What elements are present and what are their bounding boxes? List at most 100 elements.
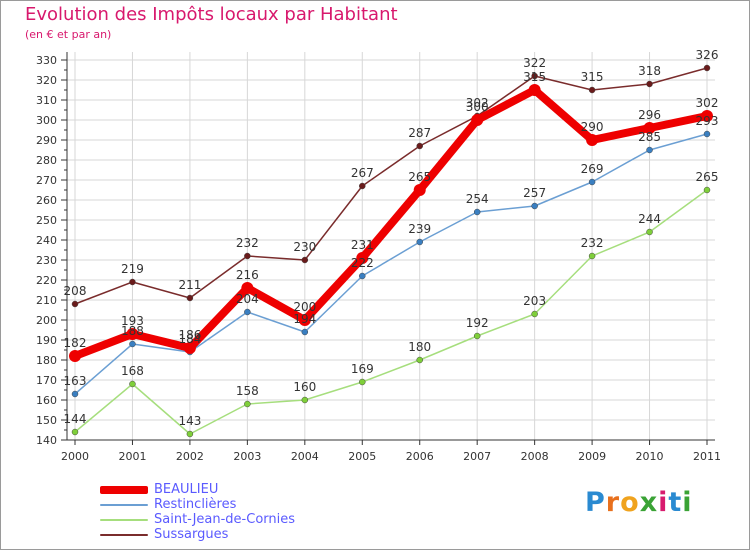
data-point-restinclieres — [703, 130, 711, 138]
data-label-beaulieu: 302 — [696, 96, 719, 110]
data-label-restinclieres: 293 — [696, 114, 719, 128]
y-tick-label: 290 — [36, 134, 57, 147]
y-tick-label: 190 — [36, 334, 57, 347]
x-tick-label: 2001 — [118, 450, 146, 463]
data-point-restinclieres — [129, 340, 136, 348]
legend-swatch-restinclieres — [100, 503, 148, 506]
data-point-beaulieu — [241, 282, 254, 294]
data-label-restinclieres: 285 — [638, 130, 661, 144]
data-label-restinclieres: 163 — [64, 374, 87, 388]
data-point-beaulieu — [586, 134, 599, 146]
proxiti-logo: Proxiti — [585, 487, 693, 518]
x-tick-label: 2010 — [636, 450, 664, 463]
y-tick-label: 170 — [36, 374, 57, 387]
data-label-saint-jean-de-cornies: 144 — [64, 412, 87, 426]
data-label-restinclieres: 254 — [466, 192, 489, 206]
data-label-sussargues: 208 — [64, 284, 87, 298]
logo-letter: o — [620, 487, 640, 518]
legend-item-beaulieu: BEAULIEU — [100, 482, 295, 497]
data-label-beaulieu: 300 — [466, 100, 489, 114]
y-tick-label: 230 — [36, 254, 57, 267]
x-tick-label: 2009 — [578, 450, 606, 463]
logo-letter: i — [682, 487, 693, 518]
y-tick-label: 220 — [36, 274, 57, 287]
data-point-sussargues — [186, 294, 194, 302]
data-label-sussargues: 326 — [696, 48, 719, 62]
logo-letter: P — [585, 487, 606, 518]
data-point-saint-jean-de-cornies — [531, 310, 538, 318]
data-label-saint-jean-de-cornies: 192 — [466, 316, 489, 330]
data-point-beaulieu — [183, 342, 196, 354]
data-label-restinclieres: 204 — [236, 292, 259, 306]
data-label-beaulieu: 296 — [638, 108, 661, 122]
data-point-restinclieres — [588, 178, 596, 186]
data-point-saint-jean-de-cornies — [129, 380, 136, 388]
y-tick-label: 210 — [36, 294, 57, 307]
chart-title: Evolution des Impôts locaux par Habitant — [25, 4, 398, 25]
data-label-sussargues: 232 — [236, 236, 259, 250]
logo-letter: x — [639, 487, 659, 518]
legend-label-saint-jean-de-cornies: Saint-Jean-de-Cornies — [154, 511, 296, 527]
data-point-beaulieu — [471, 114, 484, 126]
data-label-saint-jean-de-cornies: 180 — [408, 340, 431, 354]
plot-area — [67, 52, 715, 440]
x-tick-label: 2006 — [406, 450, 434, 463]
data-label-restinclieres: 269 — [581, 162, 604, 176]
y-tick-label: 140 — [36, 434, 57, 447]
y-tick-label: 250 — [36, 214, 57, 227]
series-line-sussargues — [74, 67, 708, 305]
legend-item-saint-jean-de-cornies: Saint-Jean-de-Cornies — [100, 512, 295, 527]
data-point-sussargues — [129, 278, 136, 286]
x-tick-label: 2005 — [348, 450, 376, 463]
data-point-restinclieres — [71, 390, 79, 398]
data-label-beaulieu: 186 — [178, 328, 201, 342]
y-tick-label: 270 — [36, 174, 57, 187]
data-point-restinclieres — [473, 208, 481, 216]
data-label-sussargues: 219 — [121, 262, 144, 276]
data-point-saint-jean-de-cornies — [186, 430, 194, 438]
data-label-restinclieres: 257 — [523, 186, 546, 200]
data-point-saint-jean-de-cornies — [588, 252, 596, 260]
x-tick-label: 2007 — [463, 450, 491, 463]
data-point-restinclieres — [301, 328, 309, 336]
data-label-sussargues: 211 — [178, 278, 201, 292]
legend-swatch-sussargues — [100, 533, 148, 536]
data-label-beaulieu: 200 — [293, 300, 316, 314]
y-tick-label: 310 — [36, 94, 57, 107]
legend-label-restinclieres: Restinclières — [154, 496, 237, 512]
data-point-sussargues — [244, 252, 251, 260]
legend-label-beaulieu: BEAULIEU — [154, 481, 219, 497]
data-label-saint-jean-de-cornies: 265 — [696, 170, 719, 184]
data-point-sussargues — [71, 300, 79, 308]
data-point-sussargues — [416, 142, 423, 150]
data-point-beaulieu — [413, 184, 426, 196]
data-point-beaulieu — [69, 350, 81, 362]
x-tick-label: 2000 — [61, 450, 89, 463]
data-label-restinclieres: 188 — [121, 324, 144, 338]
x-tick-label: 2008 — [521, 450, 549, 463]
y-tick-label: 180 — [36, 354, 57, 367]
data-point-saint-jean-de-cornies — [244, 400, 251, 408]
x-tick-label: 2003 — [233, 450, 261, 463]
data-label-beaulieu: 231 — [351, 238, 374, 252]
data-point-saint-jean-de-cornies — [301, 396, 309, 404]
data-point-saint-jean-de-cornies — [703, 186, 711, 194]
data-label-beaulieu: 315 — [523, 70, 546, 84]
data-point-sussargues — [703, 64, 711, 72]
data-point-sussargues — [646, 80, 653, 88]
data-label-saint-jean-de-cornies: 169 — [351, 362, 374, 376]
data-point-saint-jean-de-cornies — [473, 332, 481, 340]
legend-item-sussargues: Sussargues — [100, 527, 295, 542]
data-point-beaulieu — [643, 122, 656, 134]
chart-subtitle: (en € et par an) — [25, 28, 112, 41]
data-point-saint-jean-de-cornies — [646, 228, 653, 236]
data-point-restinclieres — [416, 238, 423, 246]
data-label-saint-jean-de-cornies: 158 — [236, 384, 259, 398]
data-label-sussargues: 230 — [293, 240, 316, 254]
y-tick-label: 320 — [36, 74, 57, 87]
y-tick-label: 200 — [36, 314, 57, 327]
data-point-restinclieres — [244, 308, 251, 316]
logo-letter: r — [605, 487, 621, 518]
data-point-beaulieu — [528, 84, 541, 96]
